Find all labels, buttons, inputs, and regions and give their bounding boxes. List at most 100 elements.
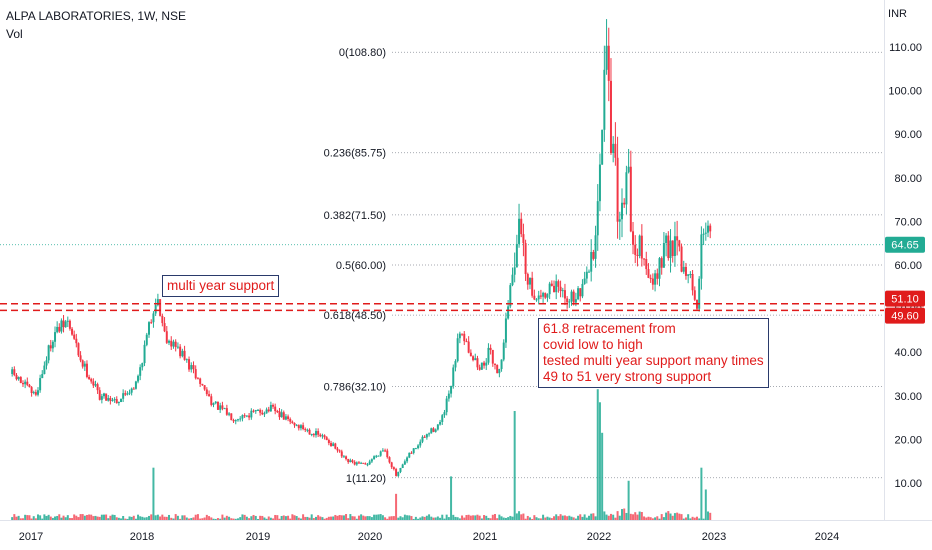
candle-body — [546, 294, 549, 298]
volume-bar — [28, 515, 31, 520]
volume-bar — [500, 516, 503, 520]
volume-bar — [254, 515, 257, 520]
volume-bar — [632, 514, 635, 520]
candle-body — [689, 273, 692, 275]
candle-body — [143, 344, 146, 364]
candle-body — [297, 425, 300, 429]
candle-body — [168, 340, 171, 343]
candle-body — [647, 269, 650, 278]
time-tick-label: 2022 — [587, 531, 611, 543]
volume-bar — [621, 509, 623, 520]
volume-bar — [79, 514, 82, 520]
volume-bar — [447, 517, 450, 520]
volume-bar — [73, 514, 76, 520]
candle-body — [496, 364, 499, 374]
candle-body — [629, 166, 632, 232]
volume-bar — [660, 514, 663, 520]
candle-body — [332, 443, 335, 446]
volume-bar — [574, 518, 577, 520]
candle-body — [113, 399, 116, 401]
volume-bar — [375, 514, 378, 520]
candle-body — [159, 299, 162, 316]
candle-body — [601, 129, 604, 165]
volume-bar — [88, 514, 91, 520]
candle-body — [487, 347, 490, 363]
candle-body — [423, 436, 426, 438]
candle-body — [673, 236, 676, 257]
price-tick-label: 100.00 — [888, 86, 922, 98]
candle-body — [185, 359, 188, 361]
time-tick-label: 2018 — [130, 531, 154, 543]
candle-body — [75, 338, 78, 344]
volume-bar — [707, 511, 710, 520]
candle-body — [594, 235, 597, 259]
volume-bar — [414, 516, 417, 520]
candle-body — [124, 393, 127, 395]
candle-body — [539, 295, 542, 297]
volume-bar — [353, 516, 356, 520]
candle-body — [176, 346, 179, 348]
volume-bar — [156, 514, 159, 520]
volume-bar — [513, 411, 516, 520]
volume-bar — [403, 514, 406, 520]
volume-bar — [627, 480, 630, 520]
volume-bar — [43, 514, 46, 520]
volume-bar — [544, 517, 547, 520]
volume-bar — [113, 514, 116, 520]
candle-body — [179, 346, 182, 357]
volume-bar — [682, 518, 685, 520]
volume-bar — [181, 515, 184, 520]
candle-body — [542, 292, 545, 297]
candle-body — [607, 45, 610, 81]
candle-body — [199, 378, 202, 384]
candle-body — [660, 258, 663, 268]
candle-body — [568, 301, 571, 303]
candle-body — [115, 399, 118, 404]
candle-body — [671, 240, 674, 257]
candle-body — [483, 362, 486, 366]
last-price-tag — [885, 236, 925, 253]
candle-body — [196, 378, 199, 380]
volume-bar — [665, 512, 668, 520]
candle-body — [498, 368, 501, 374]
candle-body — [691, 273, 694, 291]
volume-bar — [507, 517, 510, 520]
candle-body — [392, 467, 395, 470]
candle-body — [669, 240, 672, 259]
candle-body — [401, 464, 404, 468]
candle-body — [368, 461, 371, 465]
candle-body — [428, 433, 431, 435]
volume-bar — [702, 518, 705, 520]
volume-bar — [272, 518, 275, 520]
candle-body — [145, 334, 148, 345]
annotation-line: covid low to high — [543, 337, 643, 352]
volume-bar — [463, 517, 466, 520]
volume-bar — [656, 516, 659, 520]
volume-bar — [170, 517, 173, 520]
volume-bar — [673, 513, 676, 520]
volume-bar — [308, 517, 311, 520]
volume-bar — [465, 515, 468, 520]
volume-bar — [645, 517, 648, 520]
candle-body — [680, 246, 683, 272]
price-axis-divider — [884, 0, 885, 520]
volume-bar — [100, 514, 103, 520]
candle-body — [88, 376, 91, 380]
volume-bar — [669, 513, 672, 520]
candle-body — [636, 254, 639, 256]
candle-body — [522, 234, 525, 244]
candle-body — [330, 443, 333, 446]
candle-body — [395, 469, 398, 476]
candle-body — [649, 277, 652, 279]
candle-body — [345, 456, 348, 460]
volume-bar — [581, 516, 584, 520]
candle-body — [388, 457, 391, 463]
volume-bar — [134, 518, 137, 520]
volume-bar — [441, 514, 444, 520]
volume-bar — [60, 517, 63, 520]
volume-bar — [399, 516, 402, 520]
candle-body — [441, 415, 444, 422]
candle-body — [252, 410, 255, 412]
volume-bar — [687, 514, 690, 520]
